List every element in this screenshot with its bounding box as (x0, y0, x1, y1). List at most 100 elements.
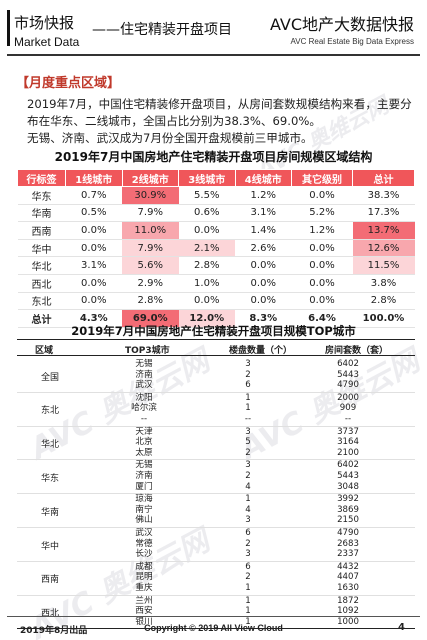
table-cell: 2683 (337, 538, 359, 549)
table-cell: 武汉 (135, 380, 153, 391)
table-cell: 1 (245, 392, 251, 403)
table-cell: 2 (245, 447, 251, 458)
table-cell: 38.3% (352, 186, 415, 205)
table-cell: 30.9% (122, 186, 179, 205)
header-accent-bar (7, 10, 10, 46)
table-cell: 1.2% (291, 221, 353, 240)
table-cell: 6 (245, 561, 251, 572)
table-cell: 0.0% (65, 274, 122, 293)
table-cell: 沈阳 (135, 392, 153, 403)
page-header: 市场快报 Market Data ——住宅精装开盘项目 AVC地产大数据快报 A… (0, 0, 427, 56)
table-cell: 济南 (135, 471, 153, 481)
table-cell: 1630 (337, 583, 359, 593)
table-cell: 11.0% (122, 221, 179, 240)
table-cell: 1 (245, 616, 251, 627)
table-row: 华北 3.1% 5.6% 2.8% 0.0% 0.0% 11.5% (17, 256, 415, 275)
row-divider (17, 391, 415, 393)
table-row: 西北 0.0% 2.9% 1.0% 0.0% 0.0% 3.8% (17, 274, 415, 293)
table-cell: 0.5% (65, 204, 122, 223)
table-cell: 武汉 (135, 528, 153, 538)
table-cell: 0.0% (291, 186, 353, 205)
table-cell: 1 (245, 494, 251, 505)
table-cell: 3992 (337, 494, 359, 505)
footer-date: 2019年8月出品 (20, 626, 88, 636)
region-label: 东北 (40, 406, 59, 417)
table-cell: 长沙 (135, 549, 153, 560)
table-cell: 0.7% (65, 186, 122, 205)
table-cell: 6402 (337, 460, 359, 471)
table-cell: 1 (245, 606, 251, 617)
table-cell: 0.0% (65, 239, 122, 258)
table-cell: 0.0% (178, 292, 235, 311)
table-cell: 1.4% (235, 221, 292, 240)
table-cell: 0.0% (235, 274, 292, 293)
table-cell: 济南 (135, 369, 153, 380)
table-cell: 5.2% (291, 204, 353, 223)
table-row: 东北 0.0% 2.8% 0.0% 0.0% 0.0% 2.8% (17, 292, 415, 311)
table-cell: 2.8% (178, 256, 235, 275)
header-cn-title: 市场快报 (14, 14, 75, 32)
table-cell: 69.0% (122, 309, 179, 328)
region-label: 西北 (40, 609, 59, 620)
table-row: 西南 0.0% 11.0% 0.0% 1.4% 1.2% 13.7% (17, 221, 415, 240)
table-cell: 2150 (337, 515, 359, 526)
region-label: 华南 (40, 507, 59, 518)
table-cell: 0.0% (178, 221, 235, 240)
table-cell: -- (344, 414, 352, 424)
table-header-cell: 行标签 (17, 169, 66, 187)
table-cell: 2.9% (122, 274, 179, 293)
table-cell: 4 (245, 504, 251, 515)
table-cell: 华中 (17, 239, 66, 258)
table-cell: 2 (245, 369, 251, 380)
table-cell: 4790 (337, 528, 359, 538)
table-cell: 华东 (17, 186, 66, 205)
summary-paragraph: 2019年7月，中国住宅精装修开盘项目，从房间套数规模结构来看，主要分布在华东、… (27, 97, 412, 128)
table-cell: 1 (245, 403, 251, 414)
table-cell: 1.2% (235, 186, 292, 205)
table-cell: 2100 (337, 447, 359, 458)
table-cell: 3.8% (352, 274, 415, 293)
row-divider (17, 459, 415, 461)
table-header-row: 行标签 1线城市 2线城市 3线城市 4线城市 其它级别 总计 (17, 169, 415, 187)
table-cell: 天津 (135, 426, 153, 437)
table-cell: 0.6% (178, 204, 235, 223)
row-divider (17, 594, 415, 596)
row-divider (17, 628, 415, 630)
table-cell: 琼海 (135, 494, 153, 505)
table-cell: 3.1% (235, 204, 292, 223)
table-cell: 总计 (17, 309, 66, 328)
table-cell: 1.0% (178, 274, 235, 293)
table-cell: 0.0% (291, 274, 353, 293)
table-cell: -- (140, 414, 148, 424)
table-cell: 6 (245, 528, 251, 538)
table-cell: 厦门 (135, 481, 153, 492)
table-cell: 成都 (135, 561, 153, 572)
table-cell: 重庆 (135, 583, 153, 593)
brand-title: AVC地产大数据快报 (269, 15, 414, 34)
table-header-cell: 房间套数（套） (325, 346, 389, 356)
table-cell: 西安 (135, 606, 153, 617)
table-cell: 0.0% (291, 256, 353, 275)
summary-paragraph-2: 无锡、济南、武汉成为7月份全国开盘规模前三甲城市。 (27, 131, 313, 145)
table-cell: 8.3% (235, 309, 292, 328)
table-header-cell: 楼盘数量（个） (229, 346, 293, 356)
table-cell: 3869 (337, 504, 359, 515)
table-cell: 东北 (17, 292, 66, 311)
table-cell: 0.0% (65, 292, 122, 311)
table-cell: 太原 (135, 447, 153, 458)
table-cell: 7.9% (122, 239, 179, 258)
table-cell: 4790 (337, 380, 359, 391)
table-cell: 3 (245, 549, 251, 560)
table2-title: 2019年7月中国房地产住宅精装开盘项目规模TOP城市 (71, 324, 356, 338)
row-divider (17, 493, 415, 495)
table-cell: 7.9% (122, 204, 179, 223)
table-header-cell: 总计 (352, 169, 415, 187)
page-number: 4 (398, 622, 405, 633)
table-cell: 17.3% (352, 204, 415, 223)
table-cell: 6.4% (291, 309, 353, 328)
row-divider (17, 425, 415, 427)
row-divider (17, 560, 415, 562)
table-cell: 3737 (337, 426, 359, 437)
table-cell: 2.8% (122, 292, 179, 311)
table-header-cell: 2线城市 (121, 169, 179, 187)
